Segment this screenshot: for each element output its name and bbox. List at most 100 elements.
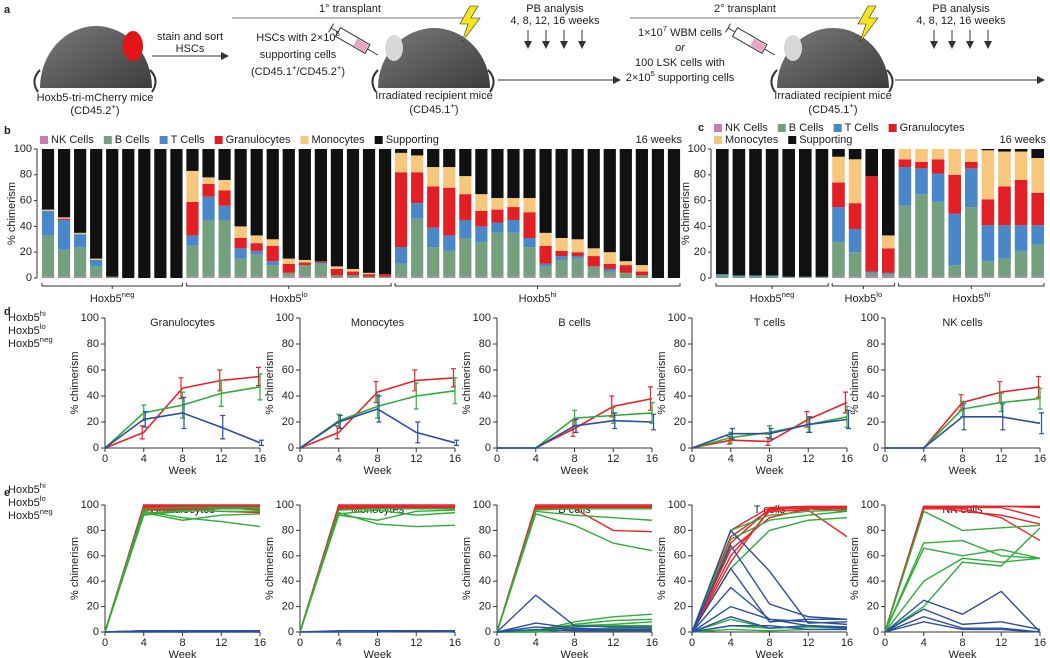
y-tick-label: 100 (688, 143, 706, 155)
bar-segment (881, 274, 895, 277)
bar-segment (266, 265, 279, 277)
bar-segment (330, 149, 344, 267)
schematic-label: (CD45.2+) (70, 102, 119, 117)
y-tick-label: 100 (668, 499, 686, 511)
mouse-ear (123, 31, 143, 61)
group-label: Hoxb5neg (750, 290, 795, 305)
panel-letter: c (698, 122, 704, 134)
bar-segment (395, 149, 408, 153)
mouse-line (691, 544, 848, 633)
legend-label: Monocytes (311, 134, 365, 146)
x-tick-label: 16 (1034, 637, 1046, 649)
y-tick-label: 80 (674, 338, 686, 350)
schematic-label: Hoxb5-tri-mCherry mice (37, 92, 154, 104)
mouse-line (104, 509, 261, 633)
mouse-tail (770, 69, 778, 93)
bar-segment (635, 265, 648, 272)
y-tick-label: 40 (674, 390, 686, 402)
bar-segment (411, 276, 424, 278)
x-tick-label: 4 (141, 637, 147, 649)
bar-segment (832, 182, 845, 208)
mouse-line (299, 509, 456, 633)
text-part: HSCs with 2×10 (256, 32, 335, 44)
bar-segment (539, 149, 552, 233)
bar-segment (587, 256, 600, 267)
bar-segment (848, 276, 862, 278)
syringe (725, 23, 776, 56)
bar-segment (459, 276, 472, 278)
bar-segment (266, 239, 279, 246)
schematic-label: HSCs with 2×105 (256, 29, 339, 44)
y-tick-label: 20 (867, 601, 879, 613)
legend-swatch (777, 124, 786, 132)
x-tick-label: 12 (995, 637, 1007, 649)
panel-letter: e (4, 487, 10, 499)
bar-segment (1014, 149, 1028, 152)
legend-label: Hoxb5neg (8, 507, 53, 522)
bar-segment (218, 190, 231, 206)
bar-segment (491, 149, 504, 199)
mouse-line (104, 511, 261, 633)
bar-segment (587, 149, 600, 249)
bar-segment (832, 241, 845, 277)
bar-segment (362, 276, 376, 278)
bar-segment (865, 272, 879, 277)
bar-segment (603, 252, 616, 264)
bar-segment (74, 276, 87, 278)
mouse-line (691, 567, 847, 633)
group-label: Hoxb5lo (845, 290, 883, 305)
y-tick-label: 100 (276, 499, 294, 511)
series-line (299, 377, 456, 449)
bar-segment (555, 259, 568, 277)
error-bar (142, 411, 148, 428)
bar-segment (981, 225, 995, 262)
bar-segment (948, 276, 962, 278)
x-tick-label: 4 (336, 453, 342, 465)
group-label: Hoxb5neg (90, 290, 135, 305)
bar-segment (948, 213, 962, 266)
text-part: Hoxb5 (519, 293, 551, 305)
group-bracket (715, 283, 829, 289)
legend-label: Hoxb5lo (8, 322, 46, 337)
bar-segment (507, 207, 520, 220)
y-tick-label: 80 (87, 524, 99, 536)
mouse-line (496, 510, 653, 633)
bar-segment (362, 149, 376, 273)
y-tick-label: 60 (479, 550, 491, 562)
text-part: Hoxb5 (8, 510, 40, 522)
x-tick-label: 8 (374, 453, 380, 465)
y-tick-label: 80 (694, 169, 706, 181)
y-tick-label: 80 (479, 338, 491, 350)
bar-segment (848, 228, 862, 253)
text-part: Hoxb5 (8, 325, 40, 337)
x-tick-label: 0 (882, 453, 888, 465)
y-tick-label: 40 (479, 575, 491, 587)
y-axis-label: % chimerism (6, 182, 18, 245)
bar-segment (998, 225, 1011, 259)
bar-segment (202, 177, 215, 184)
bar-segment (507, 276, 520, 278)
x-tick-label: 8 (571, 637, 577, 649)
bar-segment (898, 159, 912, 168)
bar-segment (250, 243, 263, 251)
mouse-line (496, 626, 652, 633)
chart-title: B cells (558, 317, 591, 329)
y-tick-label: 60 (674, 550, 686, 562)
mouse-line (691, 508, 847, 633)
bar-segment (798, 149, 812, 277)
text-part: lo (876, 290, 882, 299)
bar-segment (411, 149, 424, 156)
x-axis-label: Week (949, 465, 977, 477)
text-part: (CD45.1 (409, 104, 450, 116)
bar-segment (523, 247, 536, 277)
bar-segment (635, 275, 648, 278)
error-bar (376, 395, 382, 423)
x-tick-label: 4 (728, 453, 734, 465)
bar-segment (234, 258, 247, 277)
mouse-line (299, 505, 455, 633)
mouse-line (884, 557, 1041, 633)
bar-segment (798, 276, 812, 278)
bar-segment (915, 149, 928, 162)
group-bracket (831, 283, 896, 289)
y-tick-label: 60 (479, 364, 491, 376)
